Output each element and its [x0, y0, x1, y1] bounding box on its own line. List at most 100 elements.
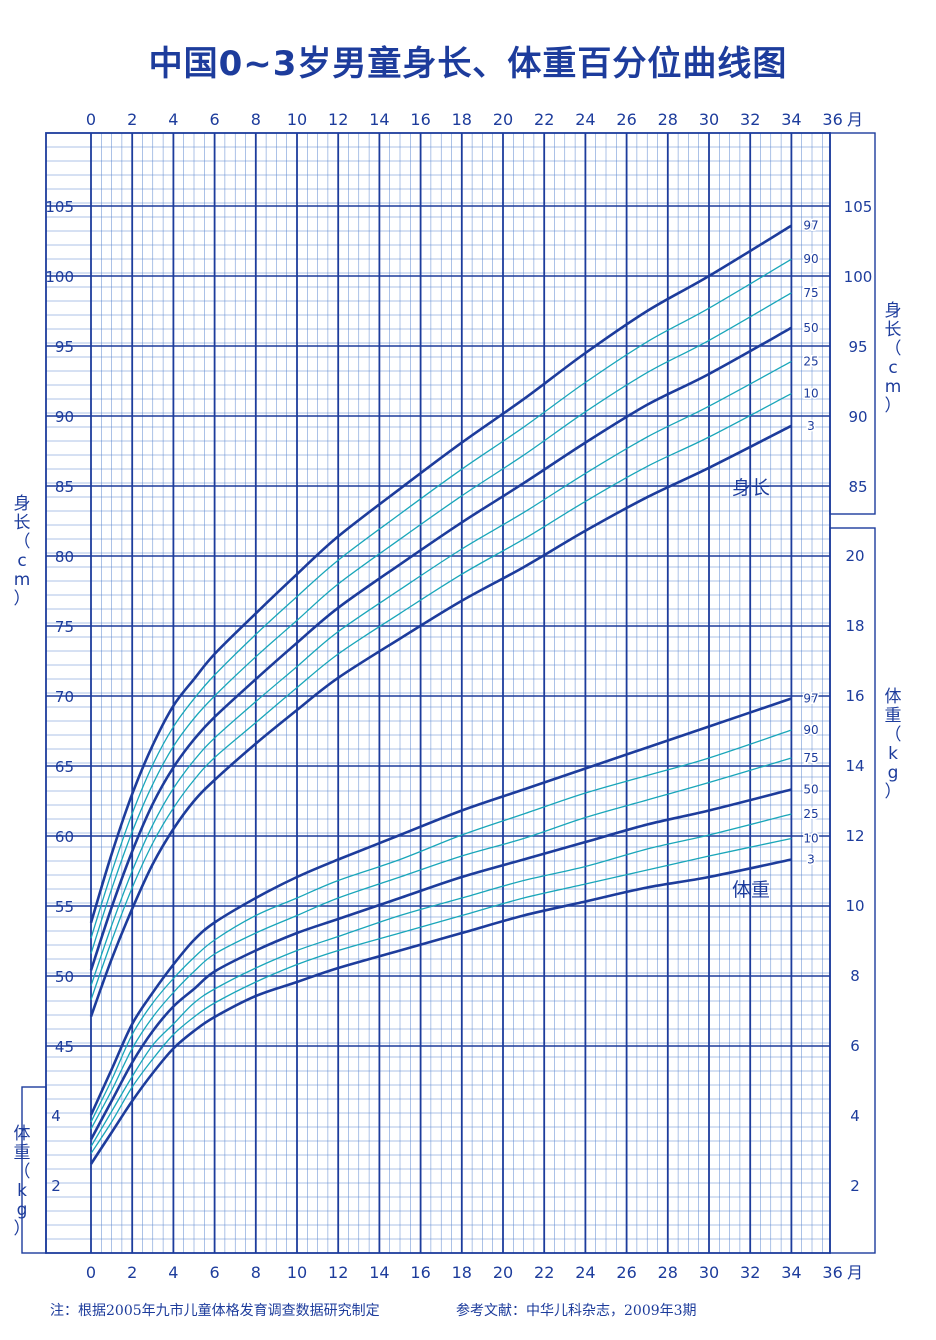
- length-right-scale-box: [829, 132, 876, 515]
- weight-chart-label: 体重: [732, 879, 770, 901]
- weight-line-p25: [90, 813, 792, 1147]
- chart-labels: 身长 体重 月 月: [732, 110, 863, 1282]
- month-tick-top: 22: [534, 110, 554, 129]
- month-tick-top: 36: [822, 110, 842, 129]
- weight-label-p3: 3: [807, 853, 815, 867]
- month-tick-bottom: 0: [86, 1263, 96, 1282]
- month-tick-bottom: 16: [410, 1263, 430, 1282]
- weight-tick-right: 6: [850, 1037, 860, 1055]
- month-tick-top: 30: [699, 110, 719, 129]
- month-tick-top: 32: [740, 110, 760, 129]
- length-tick-right: 95: [848, 338, 867, 356]
- month-tick-bottom: 6: [210, 1263, 220, 1282]
- grid-major: [46, 133, 830, 1253]
- weight-axis-label-right: 体重（k g）: [884, 687, 902, 802]
- length-tick-left: 45: [55, 1038, 74, 1056]
- length-label-p10: 10: [803, 387, 818, 401]
- reference: 参考文献：中华儿科杂志，2009年3期: [456, 1303, 697, 1319]
- weight-label-p50: 50: [803, 783, 818, 797]
- weight-tick-right: 18: [845, 617, 864, 635]
- month-tick-top: 12: [328, 110, 348, 129]
- length-axis-label-right: 身长（c m）: [884, 301, 902, 416]
- month-tick-top: 6: [210, 110, 220, 129]
- series-labels: 3 10 25 50 75 90 97 3 10 25 50 75 90 97: [802, 217, 820, 868]
- weight-line-p3: [89, 858, 792, 1165]
- month-tick-bottom: 36: [822, 1263, 842, 1282]
- length-tick-left: 105: [45, 198, 74, 216]
- length-tick-left: 75: [55, 618, 74, 636]
- month-tick-top: 18: [452, 110, 472, 129]
- length-tick-left: 50: [55, 968, 74, 986]
- month-tick-top: 8: [251, 110, 261, 129]
- length-line-p97: [89, 224, 793, 924]
- weight-line-p90: [90, 729, 792, 1123]
- month-tick-bottom: 14: [369, 1263, 389, 1282]
- length-tick-left: 65: [55, 758, 74, 776]
- length-label-p90: 90: [803, 252, 818, 266]
- month-tick-bottom: 18: [452, 1263, 472, 1282]
- weight-left-scale-box: [21, 1086, 47, 1254]
- chart-frame: [21, 132, 876, 1254]
- weight-label-p90: 90: [803, 723, 818, 737]
- length-tick-left: 95: [55, 338, 74, 356]
- month-tick-bottom: 10: [287, 1263, 307, 1282]
- length-chart-label: 身长: [732, 477, 770, 499]
- month-tick-top: 24: [575, 110, 595, 129]
- length-tick-left: 100: [45, 268, 74, 286]
- percentile-series: [89, 224, 793, 1165]
- length-tick-left: 55: [55, 898, 74, 916]
- month-tick-bottom: 28: [658, 1263, 678, 1282]
- weight-tick-right: 14: [845, 757, 864, 775]
- weight-tick-right: 12: [845, 827, 864, 845]
- length-line-p25: [90, 360, 792, 987]
- weight-line-p50: [89, 788, 792, 1141]
- weight-tick-right: 10: [845, 897, 864, 915]
- length-label-p3: 3: [807, 419, 815, 433]
- month-tick-top: 0: [86, 110, 96, 129]
- weight-line-p10: [90, 837, 792, 1154]
- tick-labels: 0022446688101012121414161618182020222224…: [45, 110, 872, 1282]
- weight-tick-right: 20: [845, 547, 864, 565]
- month-tick-top: 34: [781, 110, 801, 129]
- month-tick-bottom: 4: [168, 1263, 178, 1282]
- weight-tick-left: 4: [51, 1107, 61, 1125]
- length-label-p97: 97: [803, 219, 818, 233]
- weight-label-p97: 97: [803, 692, 818, 706]
- length-label-p25: 25: [803, 354, 818, 368]
- weight-tick-left: 2: [51, 1177, 61, 1195]
- length-axis-label-left: 身长（c m）: [13, 494, 31, 609]
- month-unit-top: 月: [847, 110, 863, 129]
- month-tick-top: 2: [127, 110, 137, 129]
- month-tick-bottom: 24: [575, 1263, 595, 1282]
- month-tick-top: 16: [410, 110, 430, 129]
- length-tick-left: 85: [55, 478, 74, 496]
- weight-tick-right: 2: [850, 1177, 860, 1195]
- weight-label-p25: 25: [803, 807, 818, 821]
- month-tick-top: 10: [287, 110, 307, 129]
- length-tick-right: 105: [844, 198, 873, 216]
- page-title: 中国0~3岁男童身长、体重百分位曲线图: [148, 44, 788, 84]
- weight-axis-label-left: 体重（k g）: [13, 1124, 31, 1239]
- month-tick-top: 26: [616, 110, 636, 129]
- month-tick-bottom: 22: [534, 1263, 554, 1282]
- month-tick-top: 14: [369, 110, 389, 129]
- weight-line-p75: [90, 757, 792, 1130]
- month-tick-bottom: 32: [740, 1263, 760, 1282]
- month-tick-bottom: 26: [616, 1263, 636, 1282]
- month-tick-bottom: 30: [699, 1263, 719, 1282]
- length-tick-left: 80: [55, 548, 74, 566]
- length-line-p75: [90, 292, 792, 954]
- weight-label-p75: 75: [803, 751, 818, 765]
- weight-label-p10: 10: [803, 832, 818, 846]
- month-tick-bottom: 12: [328, 1263, 348, 1282]
- length-tick-right: 85: [848, 478, 867, 496]
- length-tick-left: 60: [55, 828, 74, 846]
- weight-tick-right: 8: [850, 967, 860, 985]
- month-tick-bottom: 2: [127, 1263, 137, 1282]
- length-line-p90: [90, 258, 792, 939]
- weight-line-p97: [89, 697, 792, 1116]
- month-tick-bottom: 20: [493, 1263, 513, 1282]
- weight-tick-right: 16: [845, 687, 864, 705]
- month-tick-bottom: 8: [251, 1263, 261, 1282]
